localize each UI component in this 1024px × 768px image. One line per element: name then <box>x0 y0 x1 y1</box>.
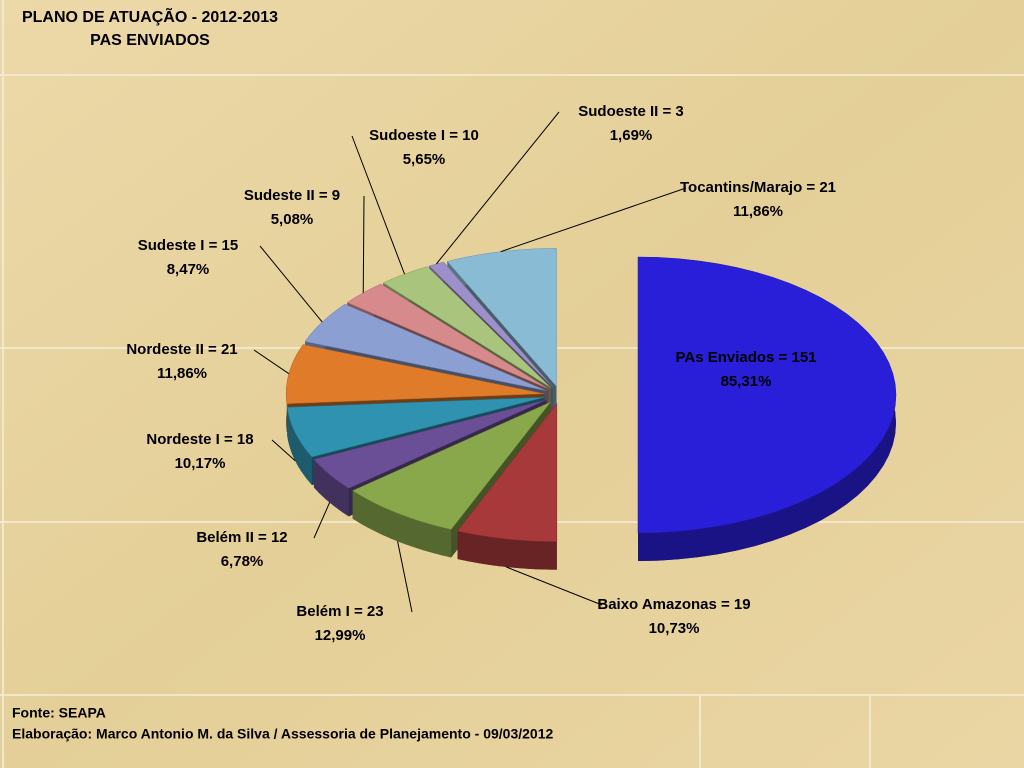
slice-side <box>457 530 557 570</box>
footer-author: Elaboração: Marco Antonio M. da Silva / … <box>12 726 553 742</box>
leader-line <box>506 566 603 606</box>
data-label: Tocantins/Marajo = 21 <box>680 179 836 196</box>
leader-line <box>435 111 560 265</box>
leader-line <box>351 135 405 275</box>
percent-label: 85,31% <box>721 373 772 390</box>
percent-label: 1,69% <box>610 127 653 144</box>
leader-line <box>253 349 290 375</box>
data-label: Sudoeste II = 3 <box>578 103 683 120</box>
data-label: Sudeste I = 15 <box>138 237 238 254</box>
leader-line <box>500 187 687 253</box>
slice <box>286 397 545 458</box>
data-label: PAs Enviados = 151 <box>675 349 816 366</box>
percent-label: 10,73% <box>649 620 700 637</box>
leader-line <box>259 245 323 323</box>
slice-side <box>313 459 349 517</box>
leader-line <box>397 541 413 613</box>
chart-title: PLANO DE ATUAÇÃO - 2012-2013 <box>22 6 278 26</box>
percent-label: 5,08% <box>271 211 314 228</box>
chart-subtitle: PAS ENVIADOS <box>90 32 210 49</box>
data-label: Belém II = 12 <box>196 529 287 546</box>
percent-label: 10,17% <box>175 455 226 472</box>
data-label: Sudeste II = 9 <box>244 187 340 204</box>
leader-line <box>271 439 296 462</box>
slice-side <box>287 407 312 485</box>
percent-label: 12,99% <box>315 627 366 644</box>
slice <box>637 256 897 534</box>
data-label: Baixo Amazonas = 19 <box>597 596 750 613</box>
slice <box>457 402 558 542</box>
data-label: Sudoeste I = 10 <box>369 127 479 144</box>
data-label: Nordeste II = 21 <box>126 341 237 358</box>
data-label: Nordeste I = 18 <box>146 431 253 448</box>
leader-line <box>362 195 365 293</box>
percent-label: 6,78% <box>221 553 264 570</box>
data-label: Belém I = 23 <box>296 603 383 620</box>
slice <box>352 401 551 530</box>
pie <box>285 248 897 570</box>
percent-label: 11,86% <box>157 365 207 382</box>
percent-label: 11,86% <box>733 203 783 220</box>
percent-label: 8,47% <box>167 261 210 278</box>
leader-line <box>313 502 331 539</box>
footer-source: Fonte: SEAPA <box>12 705 106 721</box>
labels: PAs Enviados = 151 85,31% Baixo Amazonas =… <box>126 103 836 644</box>
slice <box>313 399 547 489</box>
percent-label: 5,65% <box>403 151 446 168</box>
slice-side <box>352 490 452 558</box>
